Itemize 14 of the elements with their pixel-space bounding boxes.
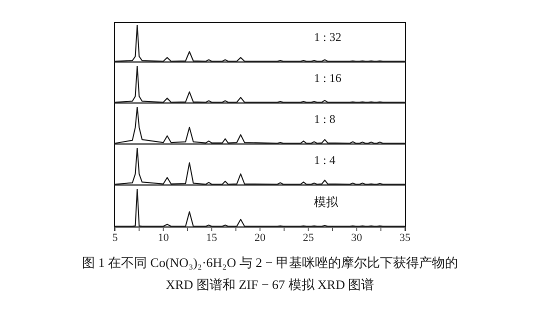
x-tick-label: 30 (351, 232, 363, 244)
x-tick-label: 5 (112, 232, 118, 244)
series-label: 1 : 16 (314, 71, 342, 86)
x-tick-label: 20 (254, 232, 266, 244)
x-tick-label: 10 (158, 232, 170, 244)
series-label: 模拟 (314, 194, 338, 211)
series-label: 1 : 8 (314, 112, 336, 127)
text: XRD 图谱和 ZIF − 67 模拟 XRD 图谱 (164, 276, 376, 294)
series-label: 1 : 4 (314, 153, 336, 168)
caption: 图 1 在不同 Co(NO₃)₂·6H₂O 与 2 − 甲基咪唑的摩尔比下获得产物的 (81, 254, 459, 272)
x-tick-label: 25 (302, 232, 314, 244)
x-tick-label: 15 (206, 232, 218, 244)
series-label: 1 : 32 (314, 30, 342, 45)
x-tick-label: 35 (400, 232, 411, 244)
